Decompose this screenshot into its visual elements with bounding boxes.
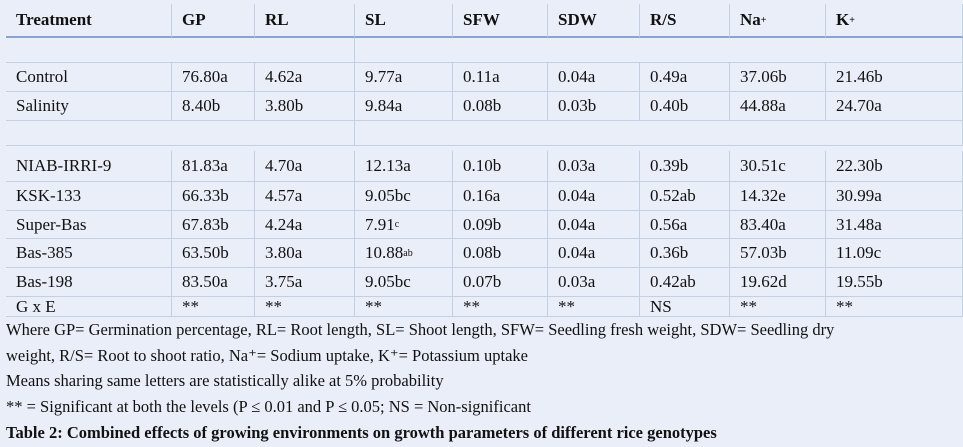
table-cell: Control bbox=[6, 63, 172, 92]
cell-text: Na bbox=[740, 10, 761, 29]
table-cell: 11.09c bbox=[826, 239, 963, 268]
table-cell: 0.07b bbox=[453, 268, 548, 297]
header-cell: SL bbox=[355, 4, 453, 38]
table-cell: 0.49a bbox=[640, 63, 730, 92]
table-cell: 9.05bc bbox=[355, 268, 453, 297]
table-cell: 83.40a bbox=[730, 211, 826, 239]
header-cell: K + bbox=[826, 4, 963, 38]
table-cell: 0.16a bbox=[453, 182, 548, 211]
table-cell: 0.08b bbox=[453, 239, 548, 268]
footnote: weight, R/S= Root to shoot ratio, Na⁺= S… bbox=[6, 346, 528, 365]
table-cell: 76.80a bbox=[172, 63, 255, 92]
cell-sup: ab bbox=[403, 247, 413, 259]
header-cell: SFW bbox=[453, 4, 548, 38]
table-cell: 83.50a bbox=[172, 268, 255, 297]
table-cell: KSK-133 bbox=[6, 182, 172, 211]
table-cell: ** bbox=[255, 297, 355, 317]
table-cell: 0.04a bbox=[548, 182, 640, 211]
table-cell: 22.30b bbox=[826, 151, 963, 182]
table-cell: 3.80b bbox=[255, 92, 355, 121]
blank-row bbox=[6, 121, 355, 146]
header-cell: Treatment bbox=[6, 4, 172, 38]
table-cell: NIAB-IRRI-9 bbox=[6, 151, 172, 182]
table-cell: 19.62d bbox=[730, 268, 826, 297]
table-cell: 3.75a bbox=[255, 268, 355, 297]
table-cell: 67.83b bbox=[172, 211, 255, 239]
table-cell: 66.33b bbox=[172, 182, 255, 211]
caption: Table 2: Combined effects of growing env… bbox=[6, 423, 717, 442]
table-cell: ** bbox=[355, 297, 453, 317]
table-cell: 4.24a bbox=[255, 211, 355, 239]
table-cell: 0.04a bbox=[548, 211, 640, 239]
table-cell: 3.80a bbox=[255, 239, 355, 268]
cell-sup: + bbox=[760, 14, 767, 26]
table-cell: 0.04a bbox=[548, 239, 640, 268]
table-cell: NS bbox=[640, 297, 730, 317]
table-cell: ** bbox=[826, 297, 963, 317]
cell-sup: c bbox=[394, 219, 400, 230]
table-cell: 81.83a bbox=[172, 151, 255, 182]
table-cell: 63.50b bbox=[172, 239, 255, 268]
table-cell: ** bbox=[548, 297, 640, 317]
header-cell: SDW bbox=[548, 4, 640, 38]
table-cell: Bas-198 bbox=[6, 268, 172, 297]
cell-text: K bbox=[836, 10, 850, 29]
cell-sup: + bbox=[849, 14, 855, 26]
table-cell: 0.03a bbox=[548, 268, 640, 297]
blank-row bbox=[355, 121, 963, 146]
cell-text: 7.91 bbox=[365, 214, 395, 234]
table-cell: ** bbox=[453, 297, 548, 317]
table-cell: 7.91 c bbox=[355, 211, 453, 239]
table-cell: Bas-385 bbox=[6, 239, 172, 268]
footnote: ** = Significant at both the levels (P ≤… bbox=[6, 397, 531, 416]
table-cell: 19.55b bbox=[826, 268, 963, 297]
header-cell: GP bbox=[172, 4, 255, 38]
table-cell: 10.88 ab bbox=[355, 239, 453, 268]
table-cell: 44.88a bbox=[730, 92, 826, 121]
table-cell: 0.42ab bbox=[640, 268, 730, 297]
footnote: Means sharing same letters are statistic… bbox=[6, 371, 444, 390]
table-cell: 0.09b bbox=[453, 211, 548, 239]
table-cell: 4.62a bbox=[255, 63, 355, 92]
table-cell: 4.70a bbox=[255, 151, 355, 182]
table-cell: 12.13a bbox=[355, 151, 453, 182]
table-cell: 0.04a bbox=[548, 63, 640, 92]
blank-row bbox=[6, 38, 355, 63]
table-cell: 0.03a bbox=[548, 151, 640, 182]
table-cell: 0.08b bbox=[453, 92, 548, 121]
table-cell: 57.03b bbox=[730, 239, 826, 268]
table-cell: 0.39b bbox=[640, 151, 730, 182]
table-cell: 30.51c bbox=[730, 151, 826, 182]
header-cell: RL bbox=[255, 4, 355, 38]
table-cell: 0.03b bbox=[548, 92, 640, 121]
table-cell: 24.70a bbox=[826, 92, 963, 121]
table-cell: ** bbox=[172, 297, 255, 317]
blank-row bbox=[355, 38, 963, 63]
footnote: Where GP= Germination percentage, RL= Ro… bbox=[6, 320, 835, 339]
table-cell: Salinity bbox=[6, 92, 172, 121]
table-cell: 30.99a bbox=[826, 182, 963, 211]
table-cell: 21.46b bbox=[826, 63, 963, 92]
table-cell: 8.40b bbox=[172, 92, 255, 121]
header-cell: Na + bbox=[730, 4, 826, 38]
table-cell: 0.40b bbox=[640, 92, 730, 121]
table-cell: 0.36b bbox=[640, 239, 730, 268]
table-cell: 0.10b bbox=[453, 151, 548, 182]
table-cell: 31.48a bbox=[826, 211, 963, 239]
table-cell: G x E bbox=[6, 297, 172, 317]
table-cell: 0.52ab bbox=[640, 182, 730, 211]
table-cell: 37.06b bbox=[730, 63, 826, 92]
table-cell: 9.05bc bbox=[355, 182, 453, 211]
cell-text: 10.88 bbox=[365, 243, 404, 262]
table-cell: 9.77a bbox=[355, 63, 453, 92]
table-cell: 4.57a bbox=[255, 182, 355, 211]
table-cell: 0.56a bbox=[640, 211, 730, 239]
header-cell: R/S bbox=[640, 4, 730, 38]
table-cell: 14.32e bbox=[730, 182, 826, 211]
table-cell: 0.11a bbox=[453, 63, 548, 92]
table-cell: Super-Bas bbox=[6, 211, 172, 239]
table-cell: 9.84a bbox=[355, 92, 453, 121]
table-cell: ** bbox=[730, 297, 826, 317]
